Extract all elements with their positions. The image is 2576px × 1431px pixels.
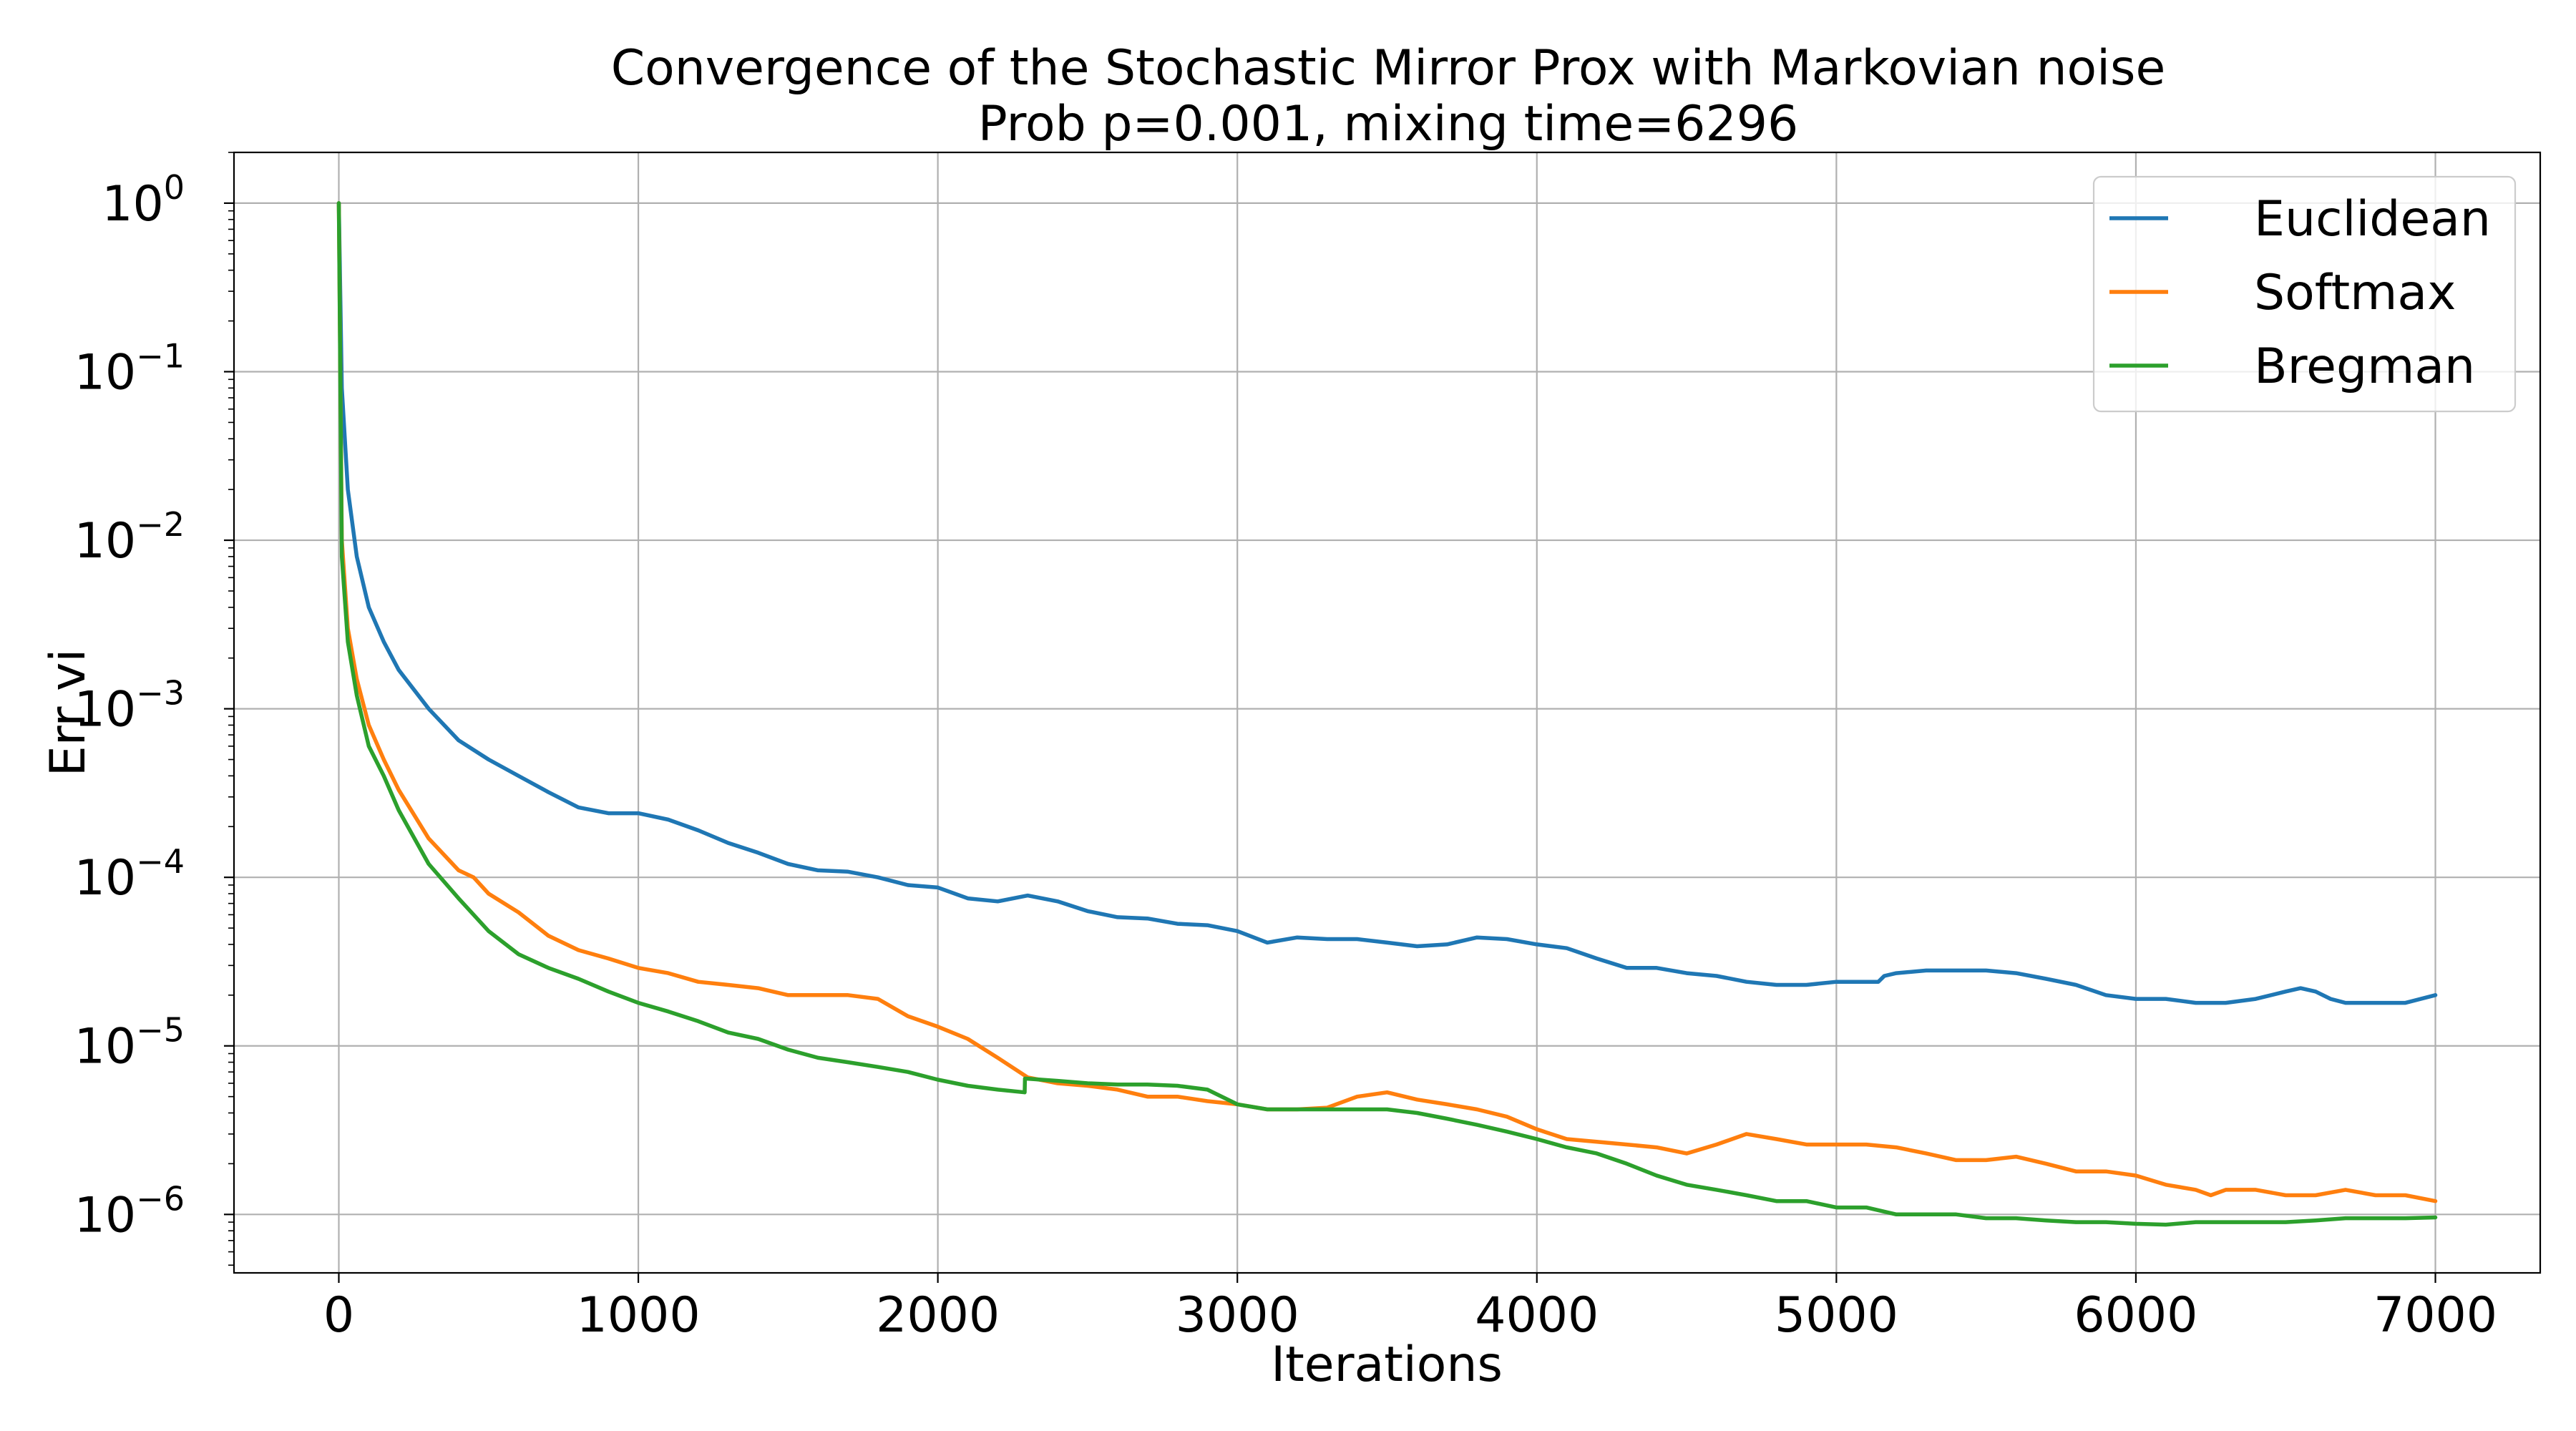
series-line-euclidean [336, 201, 2438, 1005]
x-tick-label: 0 [323, 1287, 354, 1344]
legend: Euclidean Softmax Bregman [2092, 175, 2517, 413]
chart-title: Convergence of the Stochastic Mirror Pro… [611, 40, 2166, 97]
plot-lines [336, 201, 2438, 1227]
x-tick-label: 1000 [577, 1287, 701, 1344]
legend-label-softmax: Softmax [2254, 265, 2456, 321]
x-tick-label: 6000 [2074, 1287, 2197, 1344]
legend-label-euclidean: Euclidean [2254, 191, 2491, 248]
x-tick-label: 4000 [1475, 1287, 1599, 1344]
x-tick-label: 3000 [1176, 1287, 1299, 1344]
x-tick-label: 2000 [876, 1287, 1000, 1344]
plot-frame [233, 151, 2542, 1274]
series-line-bregman [336, 201, 2438, 1227]
y-tick-label: 10−3 [74, 674, 185, 738]
legend-label-bregman: Bregman [2254, 338, 2475, 395]
chart-subtitle: Prob p=0.001, mixing time=6296 [978, 96, 1799, 152]
y-tick-label: 10−5 [74, 1011, 185, 1075]
y-tick-label: 10−2 [74, 505, 185, 570]
y-tick-label: 10−6 [74, 1179, 185, 1244]
x-axis-label: Iterations [1271, 1337, 1503, 1393]
legend-box [2092, 175, 2517, 413]
y-tick-label: 10−4 [74, 842, 185, 907]
x-tick-label: 7000 [2373, 1287, 2497, 1344]
x-tick-label: 5000 [1775, 1287, 1898, 1344]
x-axis-ticks: 0 1000 2000 3000 4000 5000 6000 7000 [323, 1273, 2497, 1344]
y-axis-label: Err vi [40, 649, 97, 776]
y-axis-ticks: 100 10−1 10−2 10−3 10−4 10−5 10−6 [74, 152, 234, 1266]
y-tick-label: 10−1 [74, 336, 185, 401]
y-tick-label: 100 [102, 168, 185, 233]
